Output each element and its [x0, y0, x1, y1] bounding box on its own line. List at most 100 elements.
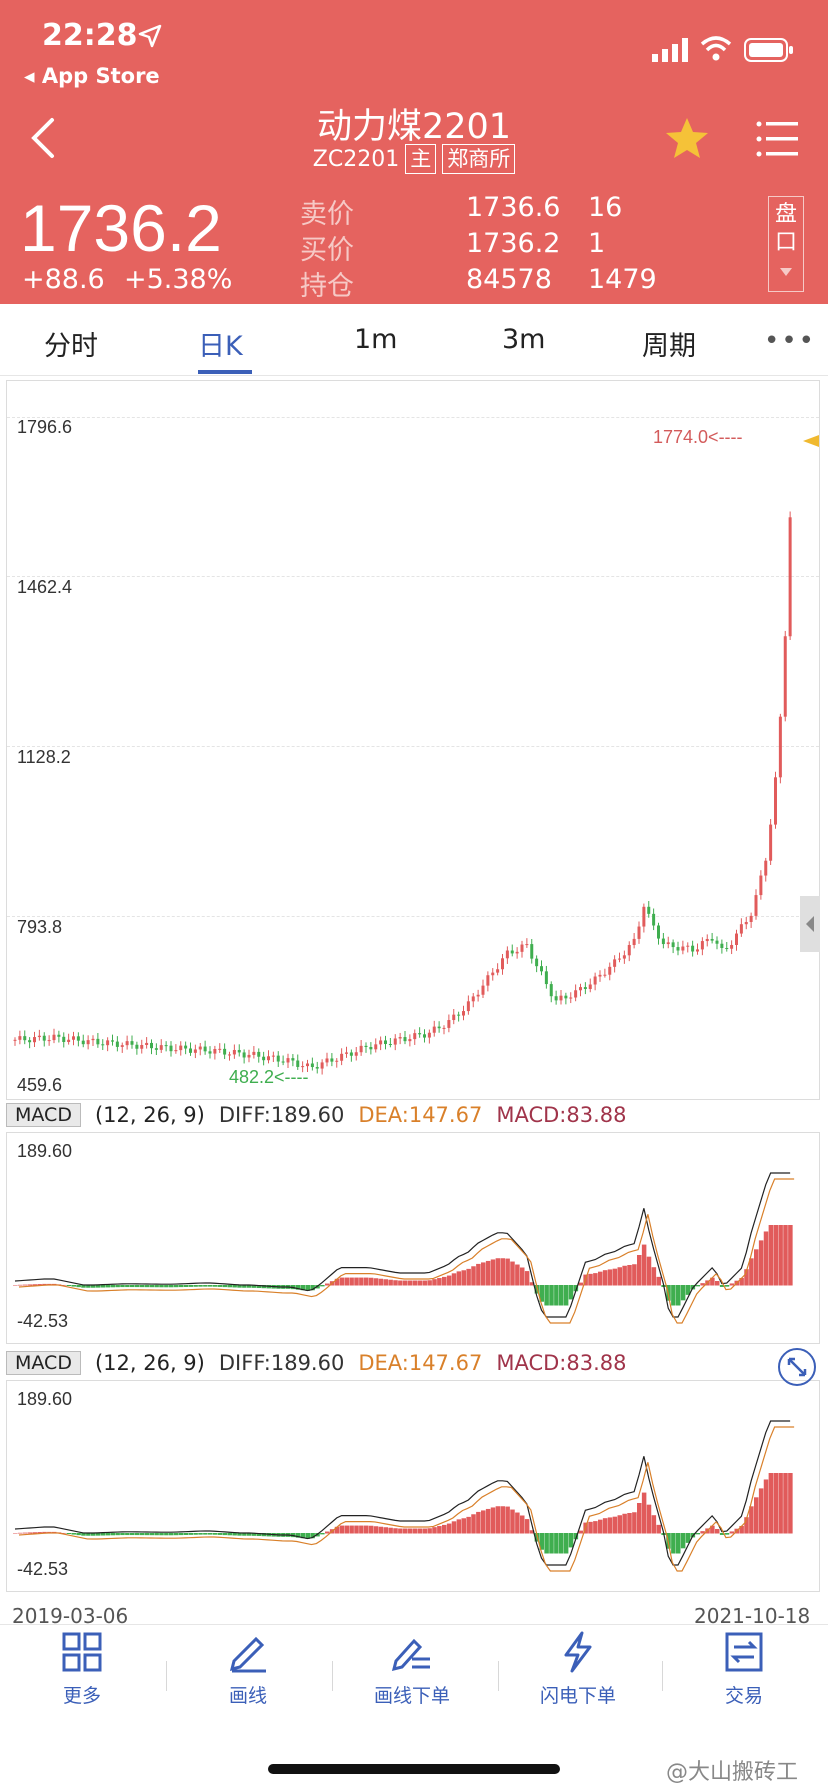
candle-body — [754, 895, 758, 916]
tab-daily-k[interactable]: 日K — [198, 331, 243, 362]
macd-bar — [66, 1285, 72, 1287]
candle-body — [501, 958, 504, 970]
macd-bar — [729, 1531, 735, 1534]
side-panel-handle[interactable] — [800, 896, 820, 952]
candle-body — [681, 946, 685, 951]
candle-body — [145, 1042, 149, 1046]
draw-order-button[interactable]: 画线下单 — [352, 1631, 472, 1708]
macd-bar — [788, 1473, 793, 1534]
macd-bar — [86, 1285, 91, 1288]
candle-body — [232, 1049, 236, 1055]
macd-bar — [680, 1285, 686, 1301]
candle-body — [554, 996, 558, 1001]
macd-bar — [578, 1530, 583, 1534]
macd-bar — [544, 1533, 549, 1554]
candle-body — [462, 1011, 465, 1016]
macd-bar — [588, 1273, 593, 1286]
macd-bar — [300, 1533, 306, 1539]
order-book-toggle[interactable]: 盘 口 — [768, 196, 804, 292]
tab-period[interactable]: 周期 — [642, 331, 696, 362]
macd-panel-2[interactable]: 189.60 -42.53 — [6, 1380, 820, 1592]
macd-bar — [622, 1265, 627, 1286]
candle-body — [447, 1020, 451, 1028]
price-change-pct: +5.38% — [124, 264, 233, 295]
period-tabs: 分时 日K 1m 3m 周期 ••• — [0, 304, 828, 376]
macd-bar — [646, 1256, 652, 1286]
tab-intraday[interactable]: 分时 — [44, 331, 98, 362]
macd-bar — [120, 1285, 125, 1288]
exchange-tag: 郑商所 — [442, 144, 516, 174]
macd-bar — [115, 1285, 120, 1288]
candle-body — [296, 1060, 300, 1067]
flash-order-button[interactable]: 闪电下单 — [518, 1631, 638, 1708]
macd-indicator-box[interactable]: MACD — [6, 1103, 81, 1127]
macd-bar — [632, 1264, 637, 1286]
macd-bar — [783, 1225, 788, 1286]
macd-bar — [773, 1473, 778, 1534]
active-tab-indicator — [198, 370, 252, 374]
candle-body — [423, 1034, 426, 1038]
macd-bar — [724, 1533, 730, 1535]
macd-bar — [81, 1285, 86, 1288]
macd-bar — [680, 1533, 686, 1549]
more-button[interactable]: 更多 — [22, 1631, 142, 1708]
macd-bar — [627, 1512, 632, 1534]
macd-bar — [422, 1280, 427, 1286]
macd-bar — [373, 1278, 379, 1286]
macd-ymax: 189.60 — [17, 1141, 73, 1161]
macd-header-2: MACD (12, 26, 9) DIFF:189.60 DEA:147.67 … — [6, 1348, 626, 1378]
macd-bar — [217, 1285, 223, 1287]
macd-dea: DEA:147.67 — [358, 1103, 483, 1127]
macd-bar — [685, 1285, 691, 1295]
candle-body — [101, 1044, 105, 1046]
macd-bar — [481, 1262, 486, 1286]
macd-bar — [334, 1526, 340, 1534]
macd-panel-1[interactable]: 189.60 -42.53 — [6, 1132, 820, 1344]
candlestick-panel[interactable]: 1796.6 1462.4 1128.2 793.8 459.6 1774.0<… — [6, 380, 820, 1100]
candle-body — [115, 1041, 119, 1047]
candle-body — [286, 1058, 290, 1063]
candle-body — [140, 1045, 144, 1049]
tab-3m[interactable]: 3m — [502, 324, 546, 355]
macd-bar — [354, 1277, 359, 1286]
macd-bar — [378, 1526, 384, 1534]
back-chevron-icon[interactable] — [28, 116, 58, 160]
macd-bar — [13, 1285, 18, 1286]
macd-bar — [300, 1285, 306, 1291]
draw-line-button[interactable]: 画线 — [188, 1631, 308, 1708]
location-arrow-icon — [138, 24, 162, 48]
expand-chart-button[interactable] — [778, 1348, 816, 1386]
candle-body — [354, 1052, 358, 1056]
candle-body — [466, 1001, 470, 1012]
candle-body — [67, 1039, 71, 1043]
main-contract-tag: 主 — [405, 144, 437, 174]
contract-subline: ZC2201 主 郑商所 — [0, 144, 828, 174]
candle-body — [476, 994, 480, 997]
candle-body — [271, 1055, 275, 1057]
menu-list-icon[interactable] — [756, 120, 798, 158]
macd-bar — [37, 1532, 42, 1534]
candle-body — [252, 1051, 256, 1055]
candle-body — [691, 945, 695, 952]
macd-bar — [573, 1533, 579, 1540]
macd-bar — [724, 1285, 730, 1287]
candle-body — [242, 1052, 246, 1058]
more-tabs-icon[interactable]: ••• — [764, 326, 817, 356]
candle-body — [72, 1036, 75, 1040]
back-to-app-store[interactable]: ◂ App Store — [24, 64, 160, 88]
candle-body — [700, 941, 704, 950]
macd-bar — [437, 1526, 442, 1534]
macd-bar — [593, 1273, 598, 1286]
macd-bar — [22, 1284, 28, 1286]
macd-bar — [471, 1266, 476, 1286]
macd-bar — [763, 1479, 769, 1534]
candle-body — [57, 1034, 61, 1037]
tab-1m[interactable]: 1m — [354, 324, 398, 355]
candle-body — [403, 1037, 407, 1042]
candle-body — [442, 1027, 446, 1029]
candle-body — [574, 990, 578, 998]
macd-indicator-box[interactable]: MACD — [6, 1351, 81, 1375]
macd-bar — [164, 1285, 169, 1288]
trade-button[interactable]: 交易 — [684, 1631, 804, 1708]
favorite-star-icon[interactable] — [664, 116, 710, 160]
